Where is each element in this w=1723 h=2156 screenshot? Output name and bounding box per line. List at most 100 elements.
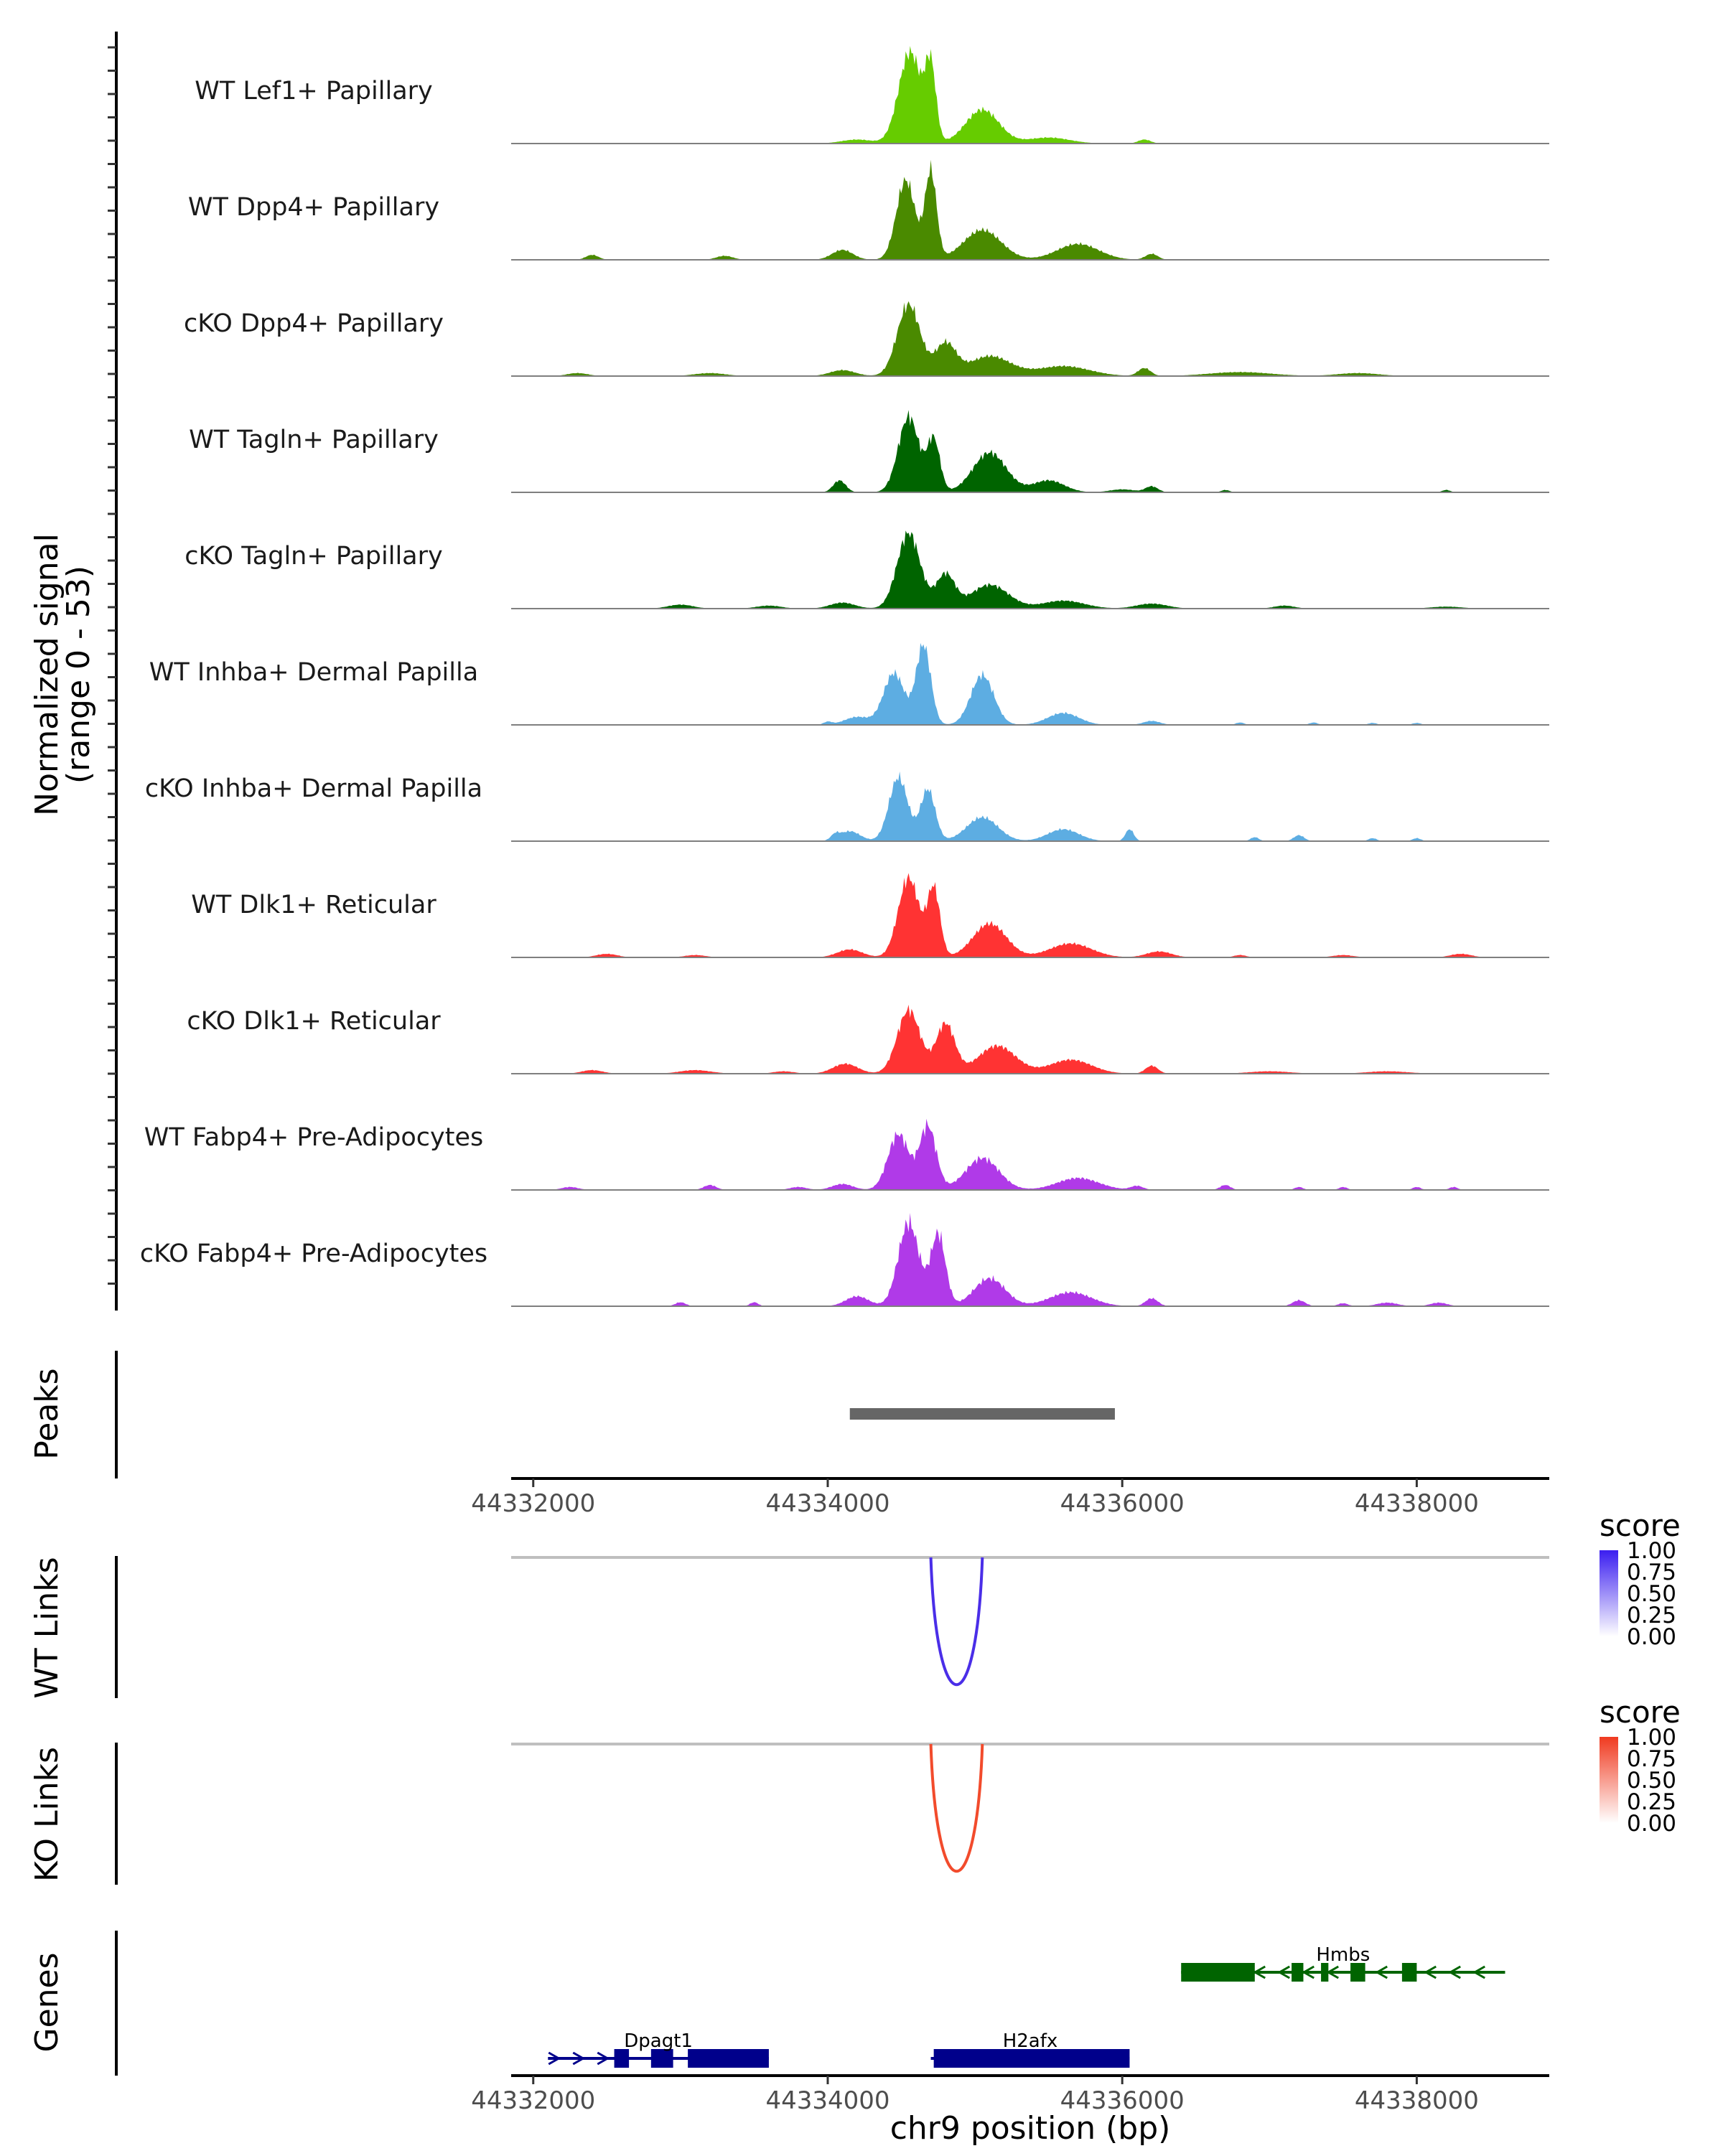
coverage-signal-area — [511, 642, 1549, 725]
strand-arrow — [1326, 1965, 1339, 1979]
coverage-track-8: WT Dlk1+ Reticular — [191, 873, 1549, 958]
gene-exon — [1350, 1963, 1365, 1982]
coverage-signal-area — [511, 410, 1549, 492]
legend-tick-label: 1.00 — [1627, 1725, 1676, 1750]
coverage-track-4: WT Tagln+ Papillary — [189, 410, 1549, 493]
gene-exon — [650, 2049, 673, 2068]
coverage-y-axis-ticks — [108, 46, 116, 1285]
coverage-tracks: WT Lef1+ Papillary WT Dpp4+ Papillary cKO … — [140, 46, 1549, 1307]
coverage-track-9: cKO Dlk1+ Reticular — [187, 1004, 1549, 1074]
coverage-track-label: WT Tagln+ Papillary — [189, 426, 439, 454]
strand-arrow — [572, 2051, 586, 2066]
strand-arrow — [1424, 1965, 1437, 1979]
gene-h2afx: H2afx — [930, 2030, 1130, 2068]
legend-tick-label: 0.50 — [1627, 1768, 1676, 1794]
coverage-track-label: WT Inhba+ Dermal Papilla — [149, 658, 478, 687]
coverage-signal-area — [511, 1118, 1549, 1190]
coverage-track-label: cKO Dpp4+ Papillary — [184, 309, 444, 338]
coverage-signal-area — [511, 159, 1549, 260]
coverage-track-1: WT Lef1+ Papillary — [195, 46, 1549, 144]
genes-x-axis-tick-label: 44336000 — [1060, 2086, 1185, 2115]
peaks-x-axis-tick-label: 44332000 — [471, 1489, 595, 1518]
legend-tick-label: 0.25 — [1627, 1603, 1676, 1628]
legend-color-bar — [1600, 1737, 1618, 1823]
strand-arrow — [1302, 1965, 1315, 1979]
coverage-track-label: WT Fabp4+ Pre-Adipocytes — [144, 1123, 483, 1152]
legend-tick-label: 0.50 — [1627, 1581, 1676, 1607]
coverage-track-6: WT Inhba+ Dermal Papilla — [149, 642, 1549, 726]
legend-tick-label: 0.00 — [1627, 1811, 1676, 1837]
coverage-signal-area — [511, 771, 1549, 841]
coverage-track-label: cKO Fabp4+ Pre-Adipocytes — [140, 1239, 487, 1268]
peak-region-bar — [849, 1408, 1115, 1420]
coverage-track-label: WT Dlk1+ Reticular — [191, 891, 436, 919]
genes-track-title: Genes — [29, 1952, 65, 2052]
peaks-x-axis-tick-label: 44338000 — [1355, 1489, 1479, 1518]
link-arc — [929, 1557, 984, 1686]
link-track-title: WT Links — [29, 1557, 65, 1698]
gene-exon — [1181, 1963, 1255, 1982]
gene-name-label: H2afx — [1003, 2030, 1058, 2052]
strand-arrow — [1375, 1965, 1388, 1979]
coverage-signal-area — [511, 1004, 1549, 1074]
coverage-track-label: cKO Tagln+ Papillary — [185, 542, 443, 571]
genes-x-axis-tick-label: 44338000 — [1355, 2086, 1479, 2115]
coverage-y-axis-range: (range 0 - 53) — [60, 566, 97, 784]
legend-tick-label: 0.75 — [1627, 1746, 1676, 1772]
peaks-x-axis-tick-label: 44336000 — [1060, 1489, 1185, 1518]
strand-arrow — [1277, 1965, 1290, 1979]
coverage-signal-area — [511, 530, 1549, 609]
peaks-x-axis-tick-label: 44334000 — [765, 1489, 889, 1518]
legend-title: score — [1600, 1695, 1681, 1730]
coverage-signal-area — [511, 46, 1549, 144]
coverage-track-label: cKO Inhba+ Dermal Papilla — [145, 774, 482, 803]
coverage-track-2: WT Dpp4+ Papillary — [188, 159, 1549, 261]
gene-dpagt1: Dpagt1 — [548, 2030, 769, 2068]
x-axis-title: chr9 position (bp) — [890, 2110, 1171, 2147]
coverage-track-3: cKO Dpp4+ Papillary — [184, 301, 1549, 377]
coverage-signal-area — [511, 301, 1549, 376]
legend-title: score — [1600, 1508, 1681, 1543]
strand-arrow — [1253, 1965, 1266, 1979]
link-track-title: KO Links — [29, 1747, 65, 1882]
coverage-signal-area — [511, 1213, 1549, 1306]
peaks-track: Peaks 44332000 44334000 44336000 44338000 — [29, 1351, 1549, 1518]
coverage-signal-area — [511, 873, 1549, 957]
strand-arrow — [597, 2051, 610, 2066]
strand-arrow — [1472, 1965, 1485, 1979]
peaks-track-title: Peaks — [29, 1368, 65, 1459]
legend-tick-label: 0.00 — [1627, 1624, 1676, 1650]
legend-tick-label: 0.75 — [1627, 1560, 1676, 1585]
coverage-track-label: cKO Dlk1+ Reticular — [187, 1007, 441, 1036]
coverage-track-7: cKO Inhba+ Dermal Papilla — [145, 771, 1549, 842]
coverage-track-10: WT Fabp4+ Pre-Adipocytes — [144, 1118, 1549, 1191]
coverage-track-label: WT Lef1+ Papillary — [195, 77, 433, 106]
gene-exon — [1292, 1963, 1304, 1982]
gene-exon — [614, 2049, 630, 2068]
genes-x-axis-tick-label: 44334000 — [765, 2086, 889, 2115]
genes-x-axis-tick-label: 44332000 — [471, 2086, 595, 2115]
coverage-track-11: cKO Fabp4+ Pre-Adipocytes — [140, 1213, 1549, 1307]
legend-tick-label: 1.00 — [1627, 1538, 1676, 1564]
legend-tick-label: 0.25 — [1627, 1789, 1676, 1815]
strand-arrow — [1448, 1965, 1461, 1979]
gene-exon — [1321, 1963, 1329, 1982]
gene-exon — [933, 2049, 1130, 2068]
gene-hmbs: Hmbs — [1181, 1944, 1505, 1982]
legend-color-bar — [1600, 1550, 1618, 1636]
strand-arrow — [548, 2051, 561, 2066]
coverage-y-axis-title: Normalized signal — [29, 533, 65, 816]
gene-name-label: Hmbs — [1316, 1944, 1370, 1966]
gene-exon — [688, 2049, 769, 2068]
gene-name-label: Dpagt1 — [624, 2030, 693, 2052]
link-arc — [929, 1743, 984, 1873]
coverage-track-5: cKO Tagln+ Papillary — [185, 530, 1549, 609]
coverage-track-label: WT Dpp4+ Papillary — [188, 193, 439, 222]
